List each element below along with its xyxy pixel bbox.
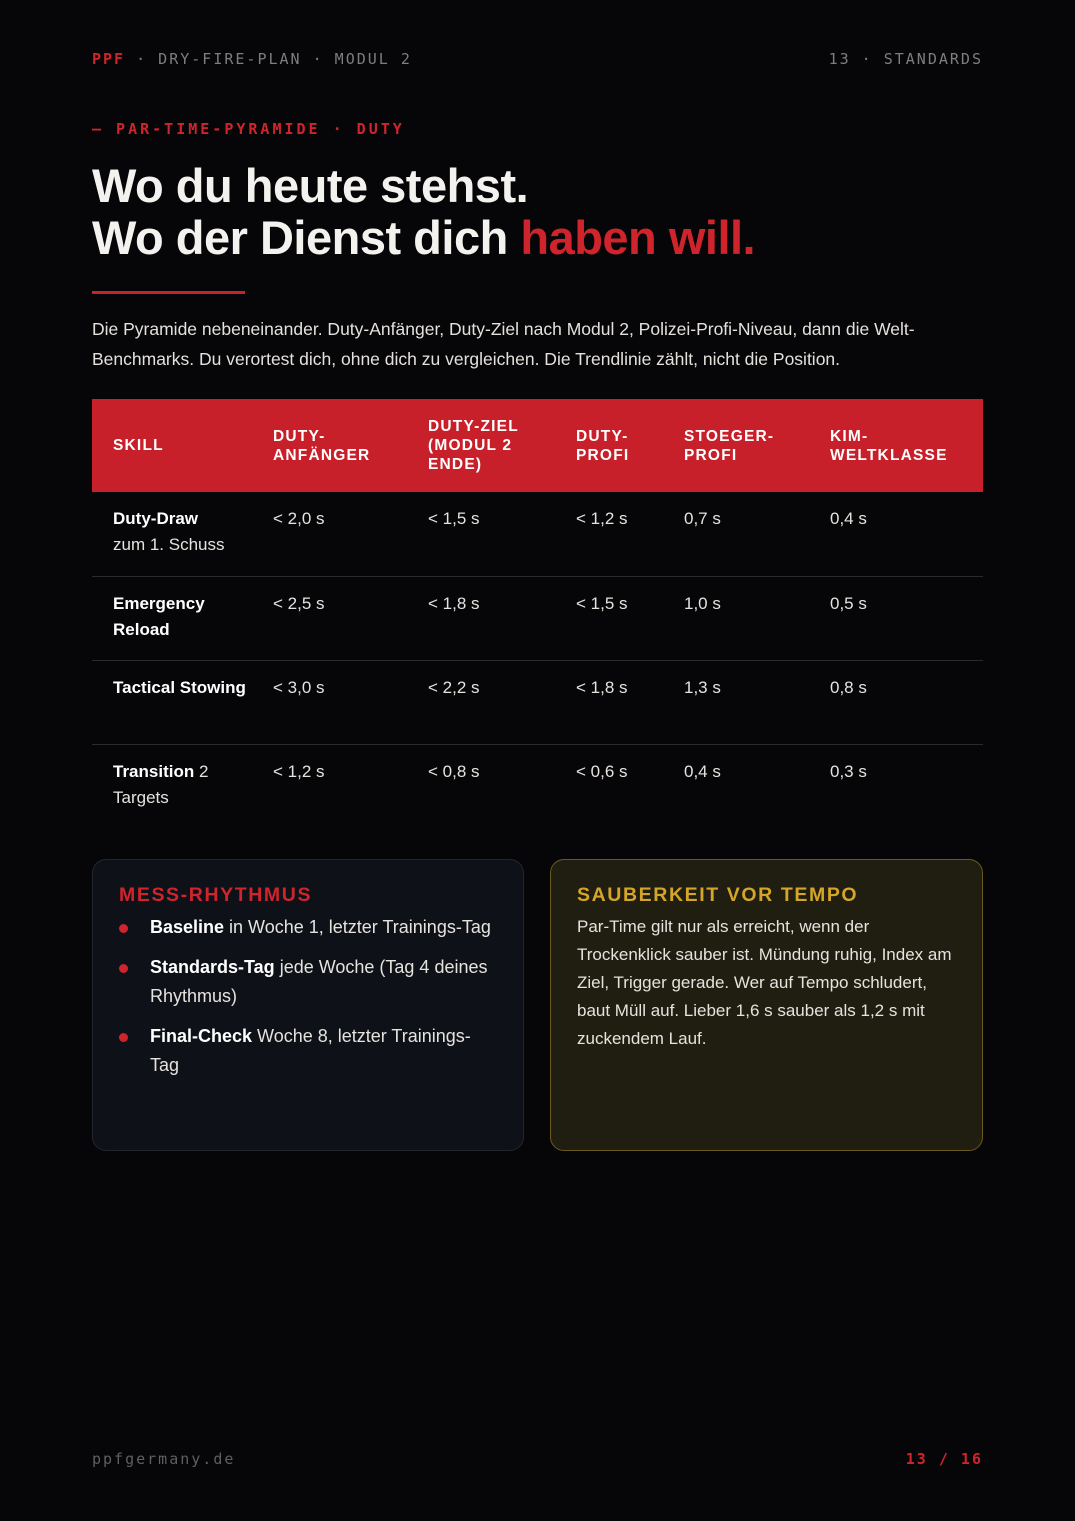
footer-site: ppfgermany.de	[92, 1450, 236, 1468]
value-cell: < 1,5 s	[576, 593, 628, 613]
value-cell: < 1,2 s	[576, 509, 628, 528]
value-cell: < 1,5 s	[428, 509, 480, 528]
table-row: Duty-Draw zum 1. Schuss < 2,0 s < 1,5 s <…	[92, 492, 983, 576]
list-item: Baseline in Woche 1, letzter Trainings-T…	[119, 913, 497, 942]
value-cell: 0,3 s	[830, 761, 867, 781]
value-cell: 0,8 s	[830, 677, 867, 697]
bullet-dot-icon	[119, 924, 128, 933]
sauberkeit-card: SAUBERKEIT VOR TEMPO Par-Time gilt nur a…	[550, 859, 983, 1151]
col-header-duty-profi: DUTY- PROFI	[576, 427, 630, 464]
value-cell: 0,4 s	[684, 761, 721, 781]
skill-cell: Emergency Reload	[92, 576, 273, 660]
value-cell: 1,0 s	[684, 593, 721, 613]
value-cell: < 2,2 s	[428, 677, 480, 697]
col-header-skill: SKILL	[113, 437, 164, 454]
intro-paragraph: Die Pyramide nebeneinander. Duty-Anfänge…	[92, 319, 915, 369]
value-cell: < 2,5 s	[273, 593, 325, 613]
skill-cell: Transition 2 Targets	[92, 744, 273, 828]
skill-name: Tactical Stowing	[113, 677, 246, 697]
title-line-2: Wo der Dienst dich	[92, 211, 521, 264]
table-row: Emergency Reload < 2,5 s < 1,8 s < 1,5 s…	[92, 576, 983, 660]
table-header-row: SKILL DUTY- ANFÄNGER DUTY-ZIEL (MODUL 2 END…	[92, 399, 983, 492]
value-cell: < 1,8 s	[576, 677, 628, 697]
mess-rhythmus-title: MESS-RHYTHMUS	[119, 884, 313, 906]
title-line-1: Wo du heute stehst.	[92, 159, 529, 212]
value-cell: 0,7 s	[684, 509, 721, 528]
col-header-duty-ziel: DUTY-ZIEL (MODUL 2 ENDE)	[428, 418, 519, 473]
item-text: in Woche 1, letzter Trainings-Tag	[224, 917, 491, 937]
skill-name: Emergency Reload	[113, 593, 205, 639]
mess-rhythmus-card: MESS-RHYTHMUS Baseline in Woche 1, letzt…	[92, 859, 524, 1151]
eyebrow: — PAR-TIME-PYRAMIDE · DUTY	[92, 120, 405, 138]
value-cell: < 1,2 s	[273, 761, 325, 781]
skill-cell: Tactical Stowing	[92, 660, 273, 744]
page-title: Wo du heute stehst. Wo der Dienst dich h…	[92, 159, 756, 264]
running-header: PPF · DRY-FIRE-PLAN · MODUL 2 13 · STAND…	[92, 50, 983, 68]
col-header-kim-weltklasse: KIM- WELTKLASSE	[830, 427, 948, 464]
skill-name: Duty-Draw	[113, 509, 199, 528]
item-label: Baseline	[150, 917, 225, 937]
title-rule	[92, 291, 245, 294]
table-row: Tactical Stowing < 3,0 s < 2,2 s < 1,8 s…	[92, 660, 983, 744]
list-item: Final-Check Woche 8, letzter Trainings-T…	[119, 1022, 497, 1080]
standards-table: SKILL DUTY- ANFÄNGER DUTY-ZIEL (MODUL 2 END…	[92, 399, 983, 828]
header-section: 13 · STANDARDS	[828, 50, 983, 68]
item-label: Standards-Tag	[150, 957, 275, 977]
value-cell: 0,4 s	[830, 509, 867, 528]
value-cell: < 0,6 s	[576, 761, 628, 781]
bullet-dot-icon	[119, 1033, 128, 1042]
value-cell: < 0,8 s	[428, 761, 480, 781]
item-label: Final-Check	[150, 1026, 253, 1046]
skill-cell: Duty-Draw zum 1. Schuss	[92, 492, 273, 576]
item-text: jede Woche (Tag 4 deines Rhythmus)	[150, 957, 488, 1006]
sauberkeit-title: SAUBERKEIT VOR TEMPO	[577, 884, 859, 906]
skill-name: Transition	[113, 761, 195, 781]
header-trail: · DRY-FIRE-PLAN · MODUL 2	[125, 50, 412, 68]
value-cell: 1,3 s	[684, 677, 721, 697]
item-text: Woche 8, letzter Trainings-Tag	[150, 1026, 471, 1075]
value-cell: < 2,0 s	[273, 509, 325, 528]
value-cell: < 3,0 s	[273, 677, 325, 697]
page-number: 13 / 16	[905, 1450, 983, 1468]
bullet-dot-icon	[119, 964, 128, 973]
list-item: Standards-Tag jede Woche (Tag 4 deines R…	[119, 953, 497, 1011]
table-row: Transition 2 Targets < 1,2 s < 0,8 s < 0…	[92, 744, 983, 828]
skill-detail: 2 Targets	[113, 761, 209, 807]
value-cell: 0,5 s	[830, 593, 867, 613]
sauberkeit-text: Par-Time gilt nur als erreicht, wenn der…	[577, 917, 952, 1048]
header-left: PPF · DRY-FIRE-PLAN · MODUL 2	[92, 50, 412, 68]
page-footer: ppfgermany.de 13 / 16	[92, 1450, 983, 1468]
skill-detail: zum 1. Schuss	[113, 535, 225, 554]
title-accent: haben will.	[520, 211, 756, 264]
mess-rhythmus-list: Baseline in Woche 1, letzter Trainings-T…	[119, 913, 497, 1080]
col-header-duty-anfaenger: DUTY- ANFÄNGER	[273, 427, 371, 464]
value-cell: < 1,8 s	[428, 593, 480, 613]
brand-mark: PPF	[92, 50, 126, 68]
col-header-stoeger-profi: STOEGER- PROFI	[684, 427, 775, 464]
